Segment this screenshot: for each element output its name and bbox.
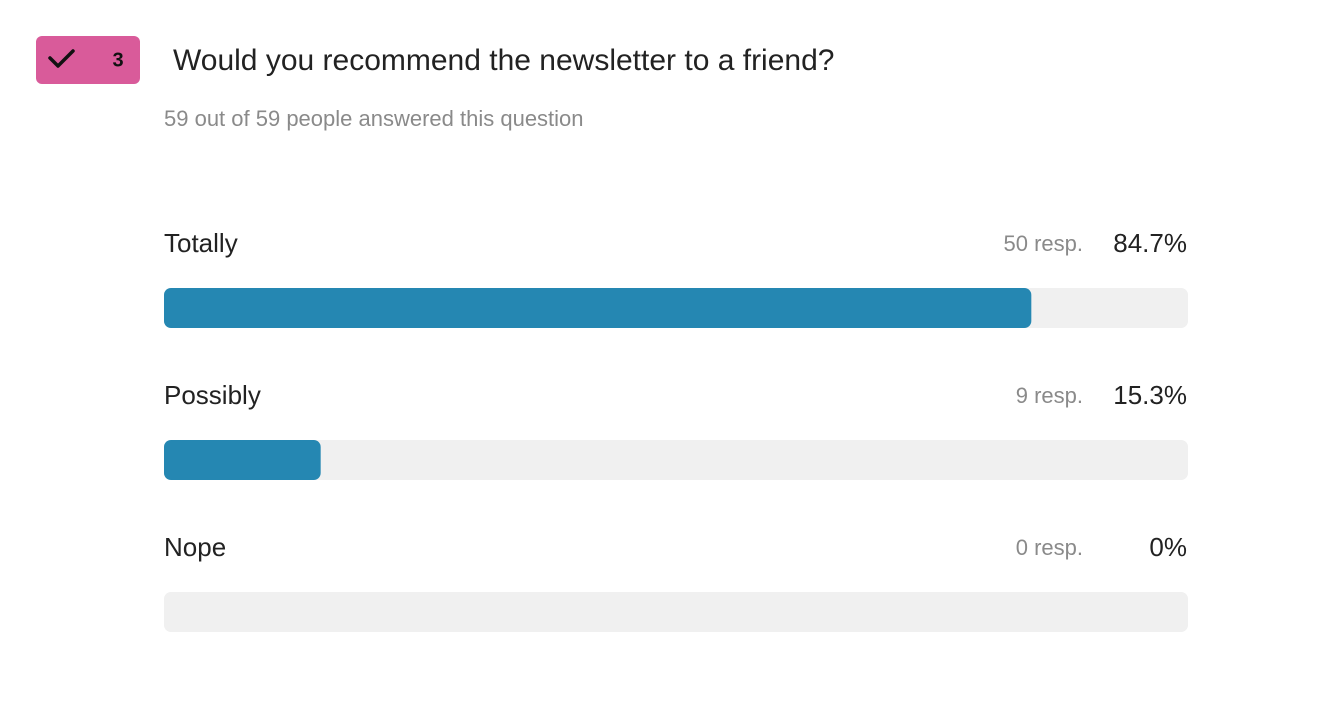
percent-label: 15.3% <box>1113 380 1187 410</box>
response-count: 0 resp. <box>1016 535 1083 560</box>
bar <box>164 288 1032 328</box>
question-badge <box>36 36 140 84</box>
question-title: Would you recommend the newsletter to a … <box>173 44 834 77</box>
option-label: Totally <box>164 228 238 258</box>
response-count: 9 resp. <box>1016 383 1083 408</box>
response-count: 50 resp. <box>1004 231 1084 256</box>
question-number: 3 <box>112 49 123 71</box>
percent-label: 84.7% <box>1113 228 1187 258</box>
bar-track <box>164 592 1188 632</box>
bar <box>164 440 321 480</box>
option-label: Possibly <box>164 380 261 410</box>
option-label: Nope <box>164 532 226 562</box>
question-subtitle: 59 out of 59 people answered this questi… <box>164 106 584 131</box>
check-icon <box>48 49 75 68</box>
percent-label: 0% <box>1149 532 1187 562</box>
bar-track <box>164 440 1188 480</box>
